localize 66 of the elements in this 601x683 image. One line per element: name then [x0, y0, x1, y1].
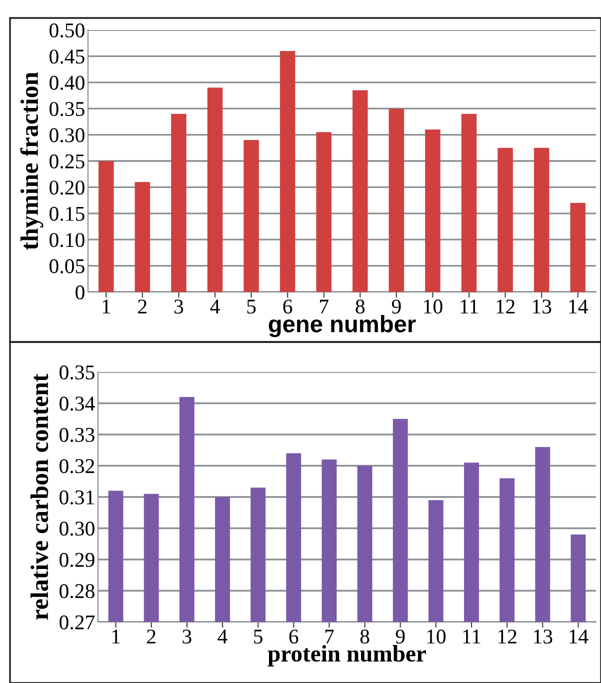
x-tick-label: 10 [427, 630, 446, 644]
x-tick-label: 4 [218, 630, 228, 644]
y-tick-label: 0.40 [50, 76, 84, 90]
y-tick-label: 0 [76, 285, 84, 300]
x-tick-label: 6 [289, 630, 298, 644]
x-tick-label: 3 [174, 300, 184, 314]
x-tick-label: 10 [424, 300, 442, 314]
bar [171, 114, 186, 292]
x-tick-label: 13 [534, 630, 552, 644]
x-tick-label: 9 [396, 630, 405, 644]
y-tick-label: 0.05 [50, 259, 84, 274]
x-tick-label: 8 [356, 300, 365, 314]
x-tick-label: 4 [210, 300, 220, 314]
x-tick-label: 5 [247, 300, 256, 314]
bar [352, 90, 368, 292]
x-tick-label: 13 [532, 300, 552, 314]
x-tick-label: 11 [463, 630, 480, 644]
bar [498, 148, 513, 292]
x-tick-label: 7 [320, 300, 328, 314]
y-tick-label: 0.10 [50, 232, 84, 248]
x-tick-label: 5 [254, 630, 262, 644]
x-tick-label: 6 [283, 300, 292, 314]
y-tick-label: 0.31 [60, 490, 94, 505]
y-tick-label: 0.32 [60, 459, 94, 474]
x-tick-label: 1 [112, 630, 120, 644]
x-tick-label: 9 [392, 300, 401, 314]
y-tick-label: 0.35 [50, 102, 84, 116]
y-tick-label: 0.28 [60, 584, 94, 598]
x-axis-title: protein number [268, 645, 426, 666]
y-axis-title: relative carbon content [30, 374, 48, 620]
bar [534, 148, 550, 292]
x-tick-label: 12 [496, 300, 515, 314]
bar [280, 50, 296, 292]
y-tick-label: 0.34 [60, 396, 95, 411]
bar [134, 182, 150, 292]
bar [98, 161, 114, 292]
y-tick-label: 0.20 [50, 180, 84, 195]
bar [388, 108, 404, 292]
bar [244, 140, 259, 292]
y-tick-label: 0.27 [60, 615, 95, 630]
y-tick-label: 0.29 [60, 552, 94, 568]
x-tick-label: 14 [569, 300, 588, 314]
y-tick-label: 0.50 [50, 23, 84, 38]
y-tick-label: 0.30 [60, 522, 94, 536]
y-axis-title: thymine fraction [20, 72, 44, 250]
bar [425, 130, 440, 292]
bar [461, 114, 477, 292]
bar [207, 88, 223, 292]
bar [316, 132, 332, 292]
x-tick-label: 11 [460, 300, 478, 314]
y-tick-label: 0.33 [60, 428, 94, 442]
x-tick-label: 2 [147, 630, 156, 644]
x-axis-title: gene number [268, 315, 416, 338]
y-tick-label: 0.35 [60, 365, 94, 380]
x-tick-label: 14 [570, 630, 588, 644]
bar [570, 202, 586, 292]
x-tick-label: 12 [498, 630, 516, 644]
y-tick-label: 0.15 [50, 206, 84, 221]
y-tick-label: 0.25 [50, 154, 84, 169]
x-tick-label: 8 [360, 630, 370, 644]
y-tick-label: 0.30 [50, 128, 84, 142]
y-tick-label: 0.45 [50, 50, 84, 64]
x-tick-label: 1 [102, 300, 110, 314]
x-tick-label: 7 [325, 630, 334, 644]
x-tick-label: 3 [182, 630, 192, 644]
x-tick-label: 2 [138, 300, 146, 314]
